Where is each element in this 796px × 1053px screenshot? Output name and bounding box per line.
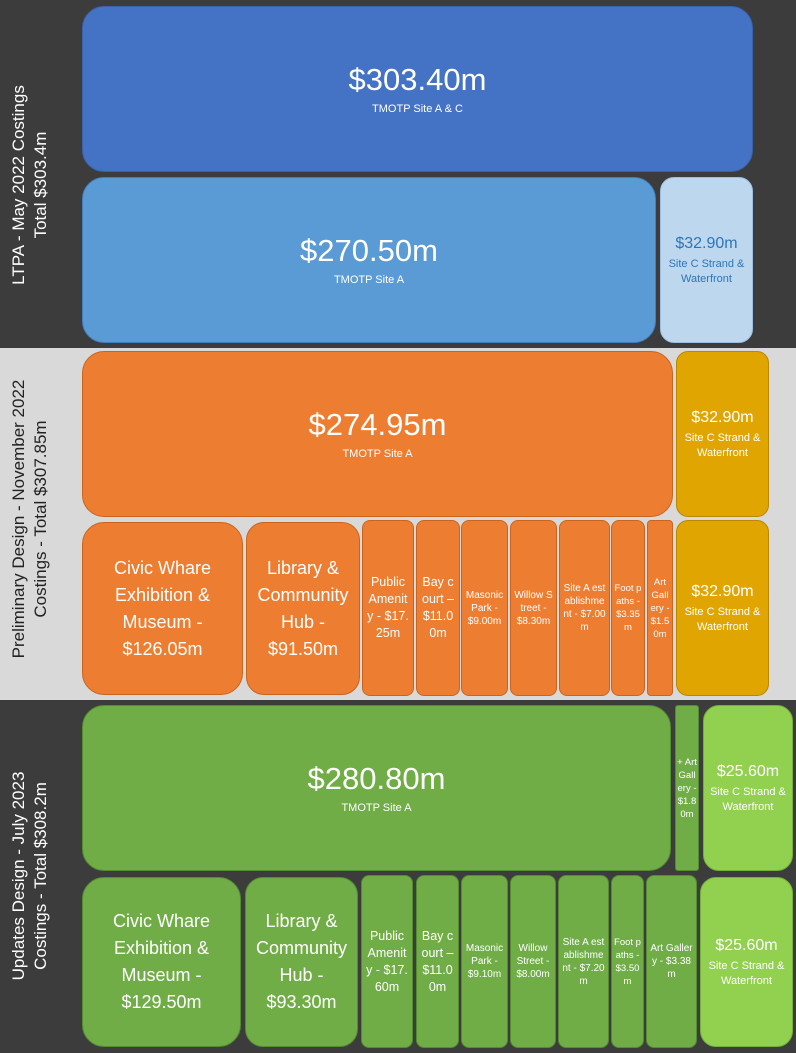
update-item-foot-paths-text: Foot paths - $3.50m bbox=[614, 936, 641, 987]
update-item-site-a-establishment-text: Site A establishment - $7.20m bbox=[562, 936, 605, 987]
prelim-item-willow-street: Willow Street - $8.30m bbox=[510, 520, 557, 696]
prelim-site-c-top-box: $32.90m Site C Strand & Waterfront bbox=[676, 351, 769, 517]
prelim-item-library: Library & Community Hub - $91.50m bbox=[246, 522, 360, 695]
ltpa-label-line1: LTPA - May 2022 Costings bbox=[9, 85, 28, 285]
prelim-item-art-gallery-text: Art Gallery - $1.50m bbox=[650, 576, 670, 640]
update-site-c-top-box: $25.60m Site C Strand & Waterfront bbox=[703, 705, 793, 871]
prelim-site-c-bottom-amount: $32.90m bbox=[691, 582, 754, 600]
update-site-c-bottom-amount: $25.60m bbox=[715, 936, 778, 954]
prelim-item-bay-court: Bay court – $11.00m bbox=[416, 520, 460, 696]
prelim-item-site-a-establishment-text: Site A establishment - $7.00m bbox=[563, 583, 606, 633]
prelim-item-foot-paths-text: Foot paths - $3.35m bbox=[614, 583, 642, 633]
prelim-item-civic-whare-text: Civic Whare Exhibition & Museum - $126.0… bbox=[113, 557, 211, 659]
update-item-art-gallery-text: Art Gallery - $3.38m bbox=[650, 943, 693, 980]
ltpa-site-a-amount: $270.50m bbox=[300, 233, 438, 268]
update-item-foot-paths: Foot paths - $3.50m bbox=[611, 875, 644, 1048]
update-item-civic-whare-text: Civic Whare Exhibition & Museum - $129.5… bbox=[112, 911, 210, 1012]
update-label-line2: Costings - Total $308.2m bbox=[31, 782, 50, 970]
update-item-bay-court: Bay court – $11.00m bbox=[416, 875, 459, 1048]
update-site-a-name: TMOTP Site A bbox=[341, 802, 412, 814]
prelim-band-label: Preliminary Design - November 2022 Costi… bbox=[8, 349, 52, 689]
update-item-public-amenity-text: Public Amenity - $17.60m bbox=[366, 928, 408, 994]
prelim-site-c-top-name: Site C Strand & Waterfront bbox=[684, 431, 761, 459]
update-item-masonic-park-text: Masonic Park - $9.10m bbox=[465, 943, 504, 980]
ltpa-total-box: $303.40m TMOTP Site A & C bbox=[82, 6, 753, 172]
update-art-gallery-extra-text: + Art Gallery - $1.80m bbox=[677, 756, 697, 820]
ltpa-site-c-name: Site C Strand & Waterfront bbox=[668, 257, 745, 285]
update-item-library-text: Library & Community Hub - $93.30m bbox=[255, 911, 348, 1012]
prelim-item-public-amenity-text: Public Amenity - $17.25m bbox=[367, 575, 409, 640]
ltpa-label-line2: Total $303.4m bbox=[31, 131, 50, 239]
ltpa-band-label: LTPA - May 2022 Costings Total $303.4m bbox=[8, 25, 52, 345]
update-site-c-bottom-name: Site C Strand & Waterfront bbox=[708, 959, 785, 987]
ltpa-total-name: TMOTP Site A & C bbox=[372, 103, 463, 115]
update-item-masonic-park: Masonic Park - $9.10m bbox=[461, 875, 508, 1048]
ltpa-site-c-box: $32.90m Site C Strand & Waterfront bbox=[660, 177, 753, 343]
update-item-willow-street: Willow Street - $8.00m bbox=[510, 875, 556, 1048]
prelim-item-public-amenity: Public Amenity - $17.25m bbox=[362, 520, 414, 696]
prelim-item-masonic-park: Masonic Park - $9.00m bbox=[461, 520, 508, 696]
update-item-bay-court-text: Bay court – $11.00m bbox=[421, 928, 454, 994]
prelim-item-site-a-establishment: Site A establishment - $7.00m bbox=[559, 520, 610, 696]
prelim-item-masonic-park-text: Masonic Park - $9.00m bbox=[465, 589, 504, 627]
prelim-item-willow-street-text: Willow Street - $8.30m bbox=[514, 589, 553, 627]
update-item-library: Library & Community Hub - $93.30m bbox=[245, 877, 358, 1047]
prelim-item-civic-whare: Civic Whare Exhibition & Museum - $126.0… bbox=[82, 522, 243, 695]
prelim-site-a-name: TMOTP Site A bbox=[342, 448, 413, 460]
update-site-a-box: $280.80m TMOTP Site A bbox=[82, 705, 671, 871]
prelim-item-library-text: Library & Community Hub - $91.50m bbox=[257, 557, 349, 659]
update-site-a-amount: $280.80m bbox=[307, 761, 446, 796]
update-site-c-top-name: Site C Strand & Waterfront bbox=[710, 785, 786, 813]
prelim-site-a-box: $274.95m TMOTP Site A bbox=[82, 351, 673, 517]
prelim-site-c-bottom-box: $32.90m Site C Strand & Waterfront bbox=[676, 520, 769, 696]
update-site-c-bottom-box: $25.60m Site C Strand & Waterfront bbox=[700, 877, 793, 1047]
prelim-item-bay-court-text: Bay court – $11.00m bbox=[422, 575, 454, 640]
update-item-public-amenity: Public Amenity - $17.60m bbox=[361, 875, 413, 1048]
prelim-site-a-amount: $274.95m bbox=[308, 407, 447, 442]
ltpa-total-amount: $303.40m bbox=[348, 62, 487, 97]
update-label-line1: Updates Design - July 2023 bbox=[9, 771, 28, 981]
prelim-item-foot-paths: Foot paths - $3.35m bbox=[611, 520, 645, 696]
prelim-site-c-bottom-name: Site C Strand & Waterfront bbox=[684, 605, 761, 633]
ltpa-site-a-box: $270.50m TMOTP Site A bbox=[82, 177, 656, 343]
prelim-label-line1: Preliminary Design - November 2022 bbox=[9, 379, 28, 659]
ltpa-site-c-amount: $32.90m bbox=[675, 234, 738, 252]
update-item-willow-street-text: Willow Street - $8.00m bbox=[516, 943, 550, 980]
prelim-site-c-top-amount: $32.90m bbox=[691, 408, 754, 426]
update-art-gallery-extra-box: + Art Gallery - $1.80m bbox=[675, 705, 699, 871]
update-band-label: Updates Design - July 2023 Costings - To… bbox=[8, 736, 52, 1016]
prelim-item-art-gallery: Art Gallery - $1.50m bbox=[647, 520, 673, 696]
prelim-label-line2: Costings - Total $307.85m bbox=[31, 420, 50, 618]
update-item-site-a-establishment: Site A establishment - $7.20m bbox=[558, 875, 609, 1048]
update-item-civic-whare: Civic Whare Exhibition & Museum - $129.5… bbox=[82, 877, 241, 1047]
update-item-art-gallery: Art Gallery - $3.38m bbox=[646, 875, 697, 1048]
update-site-c-top-amount: $25.60m bbox=[716, 762, 780, 780]
ltpa-site-a-name: TMOTP Site A bbox=[333, 274, 405, 286]
